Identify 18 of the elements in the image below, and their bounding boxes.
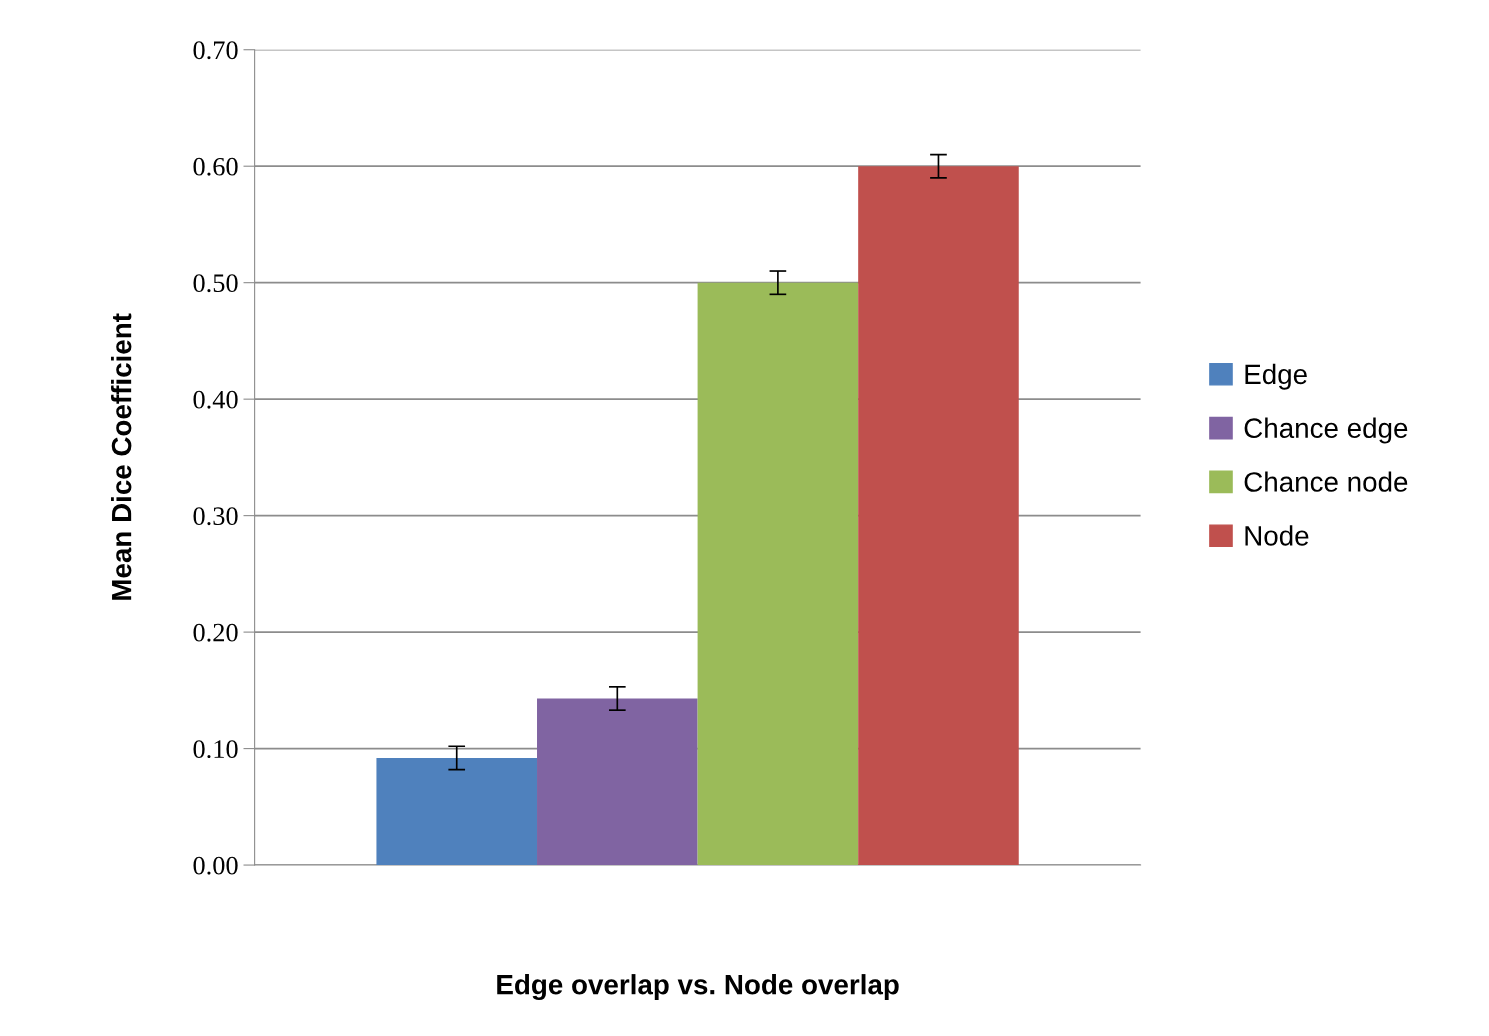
y-tick-label: 0.10 [193, 740, 238, 759]
legend-label: Node [1245, 525, 1309, 546]
bar [858, 166, 1019, 866]
y-tick-label: 0.70 [193, 41, 238, 60]
y-tick-label: 0.60 [193, 157, 238, 176]
y-tick-label: 0.20 [193, 623, 238, 642]
legend-label: Chance edge [1244, 417, 1408, 444]
y-tick-label: 0.50 [193, 274, 238, 293]
bar [376, 757, 538, 866]
y-tick-label: 0.30 [193, 507, 238, 526]
x-axis-title: Edge overlap vs. Node overlap [497, 974, 899, 1001]
legend-label: Chance node [1244, 471, 1408, 492]
y-axis-title: Mean Dice Coefficient [111, 313, 132, 600]
y-tick-label: 0.00 [193, 856, 238, 875]
legend-label: Edge [1245, 363, 1307, 390]
y-tick-label: 0.40 [193, 390, 238, 409]
bar [697, 282, 859, 866]
bar [537, 698, 698, 866]
